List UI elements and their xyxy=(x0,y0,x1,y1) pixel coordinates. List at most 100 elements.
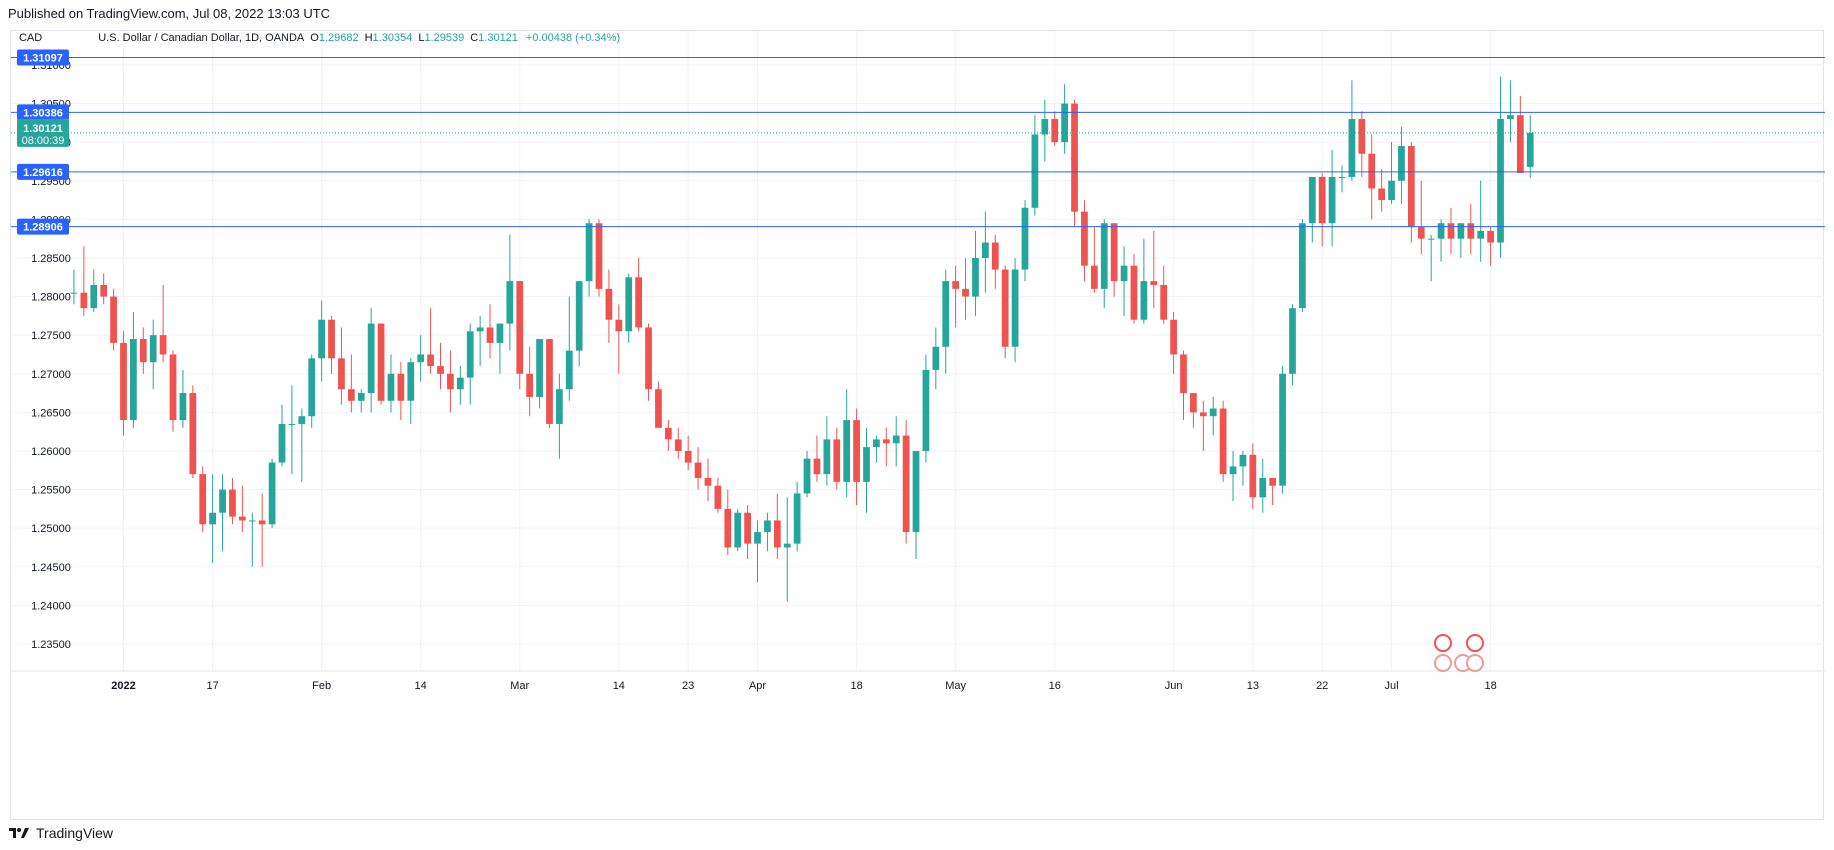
candle-body[interactable] xyxy=(1120,265,1128,282)
candle-body[interactable] xyxy=(863,447,870,482)
candle-body[interactable] xyxy=(734,512,742,548)
candle-body[interactable] xyxy=(565,350,573,390)
candle-body[interactable] xyxy=(1378,188,1386,201)
candle-body[interactable] xyxy=(466,331,474,378)
candle-body[interactable] xyxy=(1477,230,1485,239)
candle-body[interactable] xyxy=(1190,393,1197,413)
candle-body[interactable] xyxy=(1427,238,1435,240)
candle-body[interactable] xyxy=(833,439,841,482)
candle-body[interactable] xyxy=(1299,223,1306,309)
candle-body[interactable] xyxy=(912,450,920,533)
candle-body[interactable] xyxy=(1150,281,1158,285)
candle-body[interactable] xyxy=(1259,477,1267,498)
candle-body[interactable] xyxy=(347,389,355,401)
candle-body[interactable] xyxy=(70,292,78,294)
candle-body[interactable] xyxy=(1011,269,1019,347)
candle-body[interactable] xyxy=(229,489,236,517)
candle-body[interactable] xyxy=(664,427,672,440)
candle-body[interactable] xyxy=(367,323,375,394)
candle-body[interactable] xyxy=(318,319,325,359)
candle-body[interactable] xyxy=(1130,265,1138,320)
candlestick-chart[interactable]: 1.310001.305001.300001.295001.290001.285… xyxy=(11,31,1825,821)
candle-body[interactable] xyxy=(1437,223,1445,239)
candle-body[interactable] xyxy=(981,242,989,258)
candle-body[interactable] xyxy=(248,520,256,522)
candle-body[interactable] xyxy=(595,223,603,289)
candle-body[interactable] xyxy=(417,354,425,363)
candle-body[interactable] xyxy=(387,373,395,401)
candle-body[interactable] xyxy=(189,393,197,475)
candle-body[interactable] xyxy=(1279,373,1286,486)
candle-body[interactable] xyxy=(1388,180,1395,201)
candle-body[interactable] xyxy=(744,512,751,544)
candle-body[interactable] xyxy=(783,543,791,548)
candle-body[interactable] xyxy=(357,393,365,401)
candle-body[interactable] xyxy=(674,439,682,451)
candle-body[interactable] xyxy=(268,462,276,525)
candle-body[interactable] xyxy=(1061,103,1068,143)
candle-body[interactable] xyxy=(1368,153,1376,189)
candle-body[interactable] xyxy=(714,485,722,509)
candle-body[interactable] xyxy=(298,416,306,424)
candle-body[interactable] xyxy=(278,423,286,463)
candle-body[interactable] xyxy=(823,439,831,475)
candle-body[interactable] xyxy=(972,257,979,297)
candle-body[interactable] xyxy=(486,327,494,343)
candle-body[interactable] xyxy=(328,319,335,359)
candle-body[interactable] xyxy=(882,439,890,444)
candle-body[interactable] xyxy=(1051,119,1059,143)
candle-body[interactable] xyxy=(179,393,187,421)
candle-body[interactable] xyxy=(1180,354,1187,394)
candle-body[interactable] xyxy=(456,377,464,390)
candle-body[interactable] xyxy=(80,292,88,309)
candle-body[interactable] xyxy=(1516,115,1524,174)
candle-body[interactable] xyxy=(308,358,316,417)
candle-body[interactable] xyxy=(1160,284,1168,320)
candle-body[interactable] xyxy=(476,327,484,332)
candle-body[interactable] xyxy=(447,373,454,390)
candle-body[interactable] xyxy=(120,342,127,421)
candle-body[interactable] xyxy=(1398,146,1405,181)
candle-body[interactable] xyxy=(1417,227,1425,239)
candle-body[interactable] xyxy=(169,354,177,421)
candle-body[interactable] xyxy=(575,281,583,351)
candle-body[interactable] xyxy=(1209,408,1217,417)
candle-body[interactable] xyxy=(437,366,444,374)
candle-body[interactable] xyxy=(516,281,524,374)
economic-event-icon[interactable] xyxy=(1466,634,1484,652)
candle-body[interactable] xyxy=(1110,223,1118,282)
candle-body[interactable] xyxy=(1239,454,1247,467)
candle-body[interactable] xyxy=(1249,454,1257,498)
candle-body[interactable] xyxy=(1100,223,1108,289)
candle-body[interactable] xyxy=(1487,230,1494,243)
candle-body[interactable] xyxy=(427,354,434,367)
candle-body[interactable] xyxy=(546,339,553,424)
candle-body[interactable] xyxy=(764,520,771,533)
candle-body[interactable] xyxy=(526,373,534,397)
candle-body[interactable] xyxy=(605,288,613,320)
candle-body[interactable] xyxy=(1318,176,1326,224)
candle-body[interactable] xyxy=(1308,176,1316,224)
candle-body[interactable] xyxy=(585,223,593,282)
candle-body[interactable] xyxy=(1407,146,1415,228)
candle-body[interactable] xyxy=(813,458,821,475)
candle-body[interactable] xyxy=(853,420,860,482)
candle-body[interactable] xyxy=(1219,408,1227,475)
candle-body[interactable] xyxy=(536,339,543,397)
candle-body[interactable] xyxy=(149,335,157,363)
candle-body[interactable] xyxy=(625,277,633,332)
candle-body[interactable] xyxy=(1170,319,1177,355)
economic-event-icon[interactable] xyxy=(1434,654,1452,672)
candle-body[interactable] xyxy=(694,462,702,478)
candle-body[interactable] xyxy=(1457,223,1465,239)
candle-body[interactable] xyxy=(1328,176,1336,224)
candle-body[interactable] xyxy=(873,439,880,448)
candle-body[interactable] xyxy=(1358,119,1366,154)
candle-body[interactable] xyxy=(655,389,662,428)
candle-body[interactable] xyxy=(338,358,345,390)
candle-body[interactable] xyxy=(991,242,999,270)
economic-event-icon[interactable] xyxy=(1434,634,1452,652)
candle-body[interactable] xyxy=(1348,119,1356,177)
candle-body[interactable] xyxy=(100,284,108,297)
candle-body[interactable] xyxy=(130,339,137,421)
